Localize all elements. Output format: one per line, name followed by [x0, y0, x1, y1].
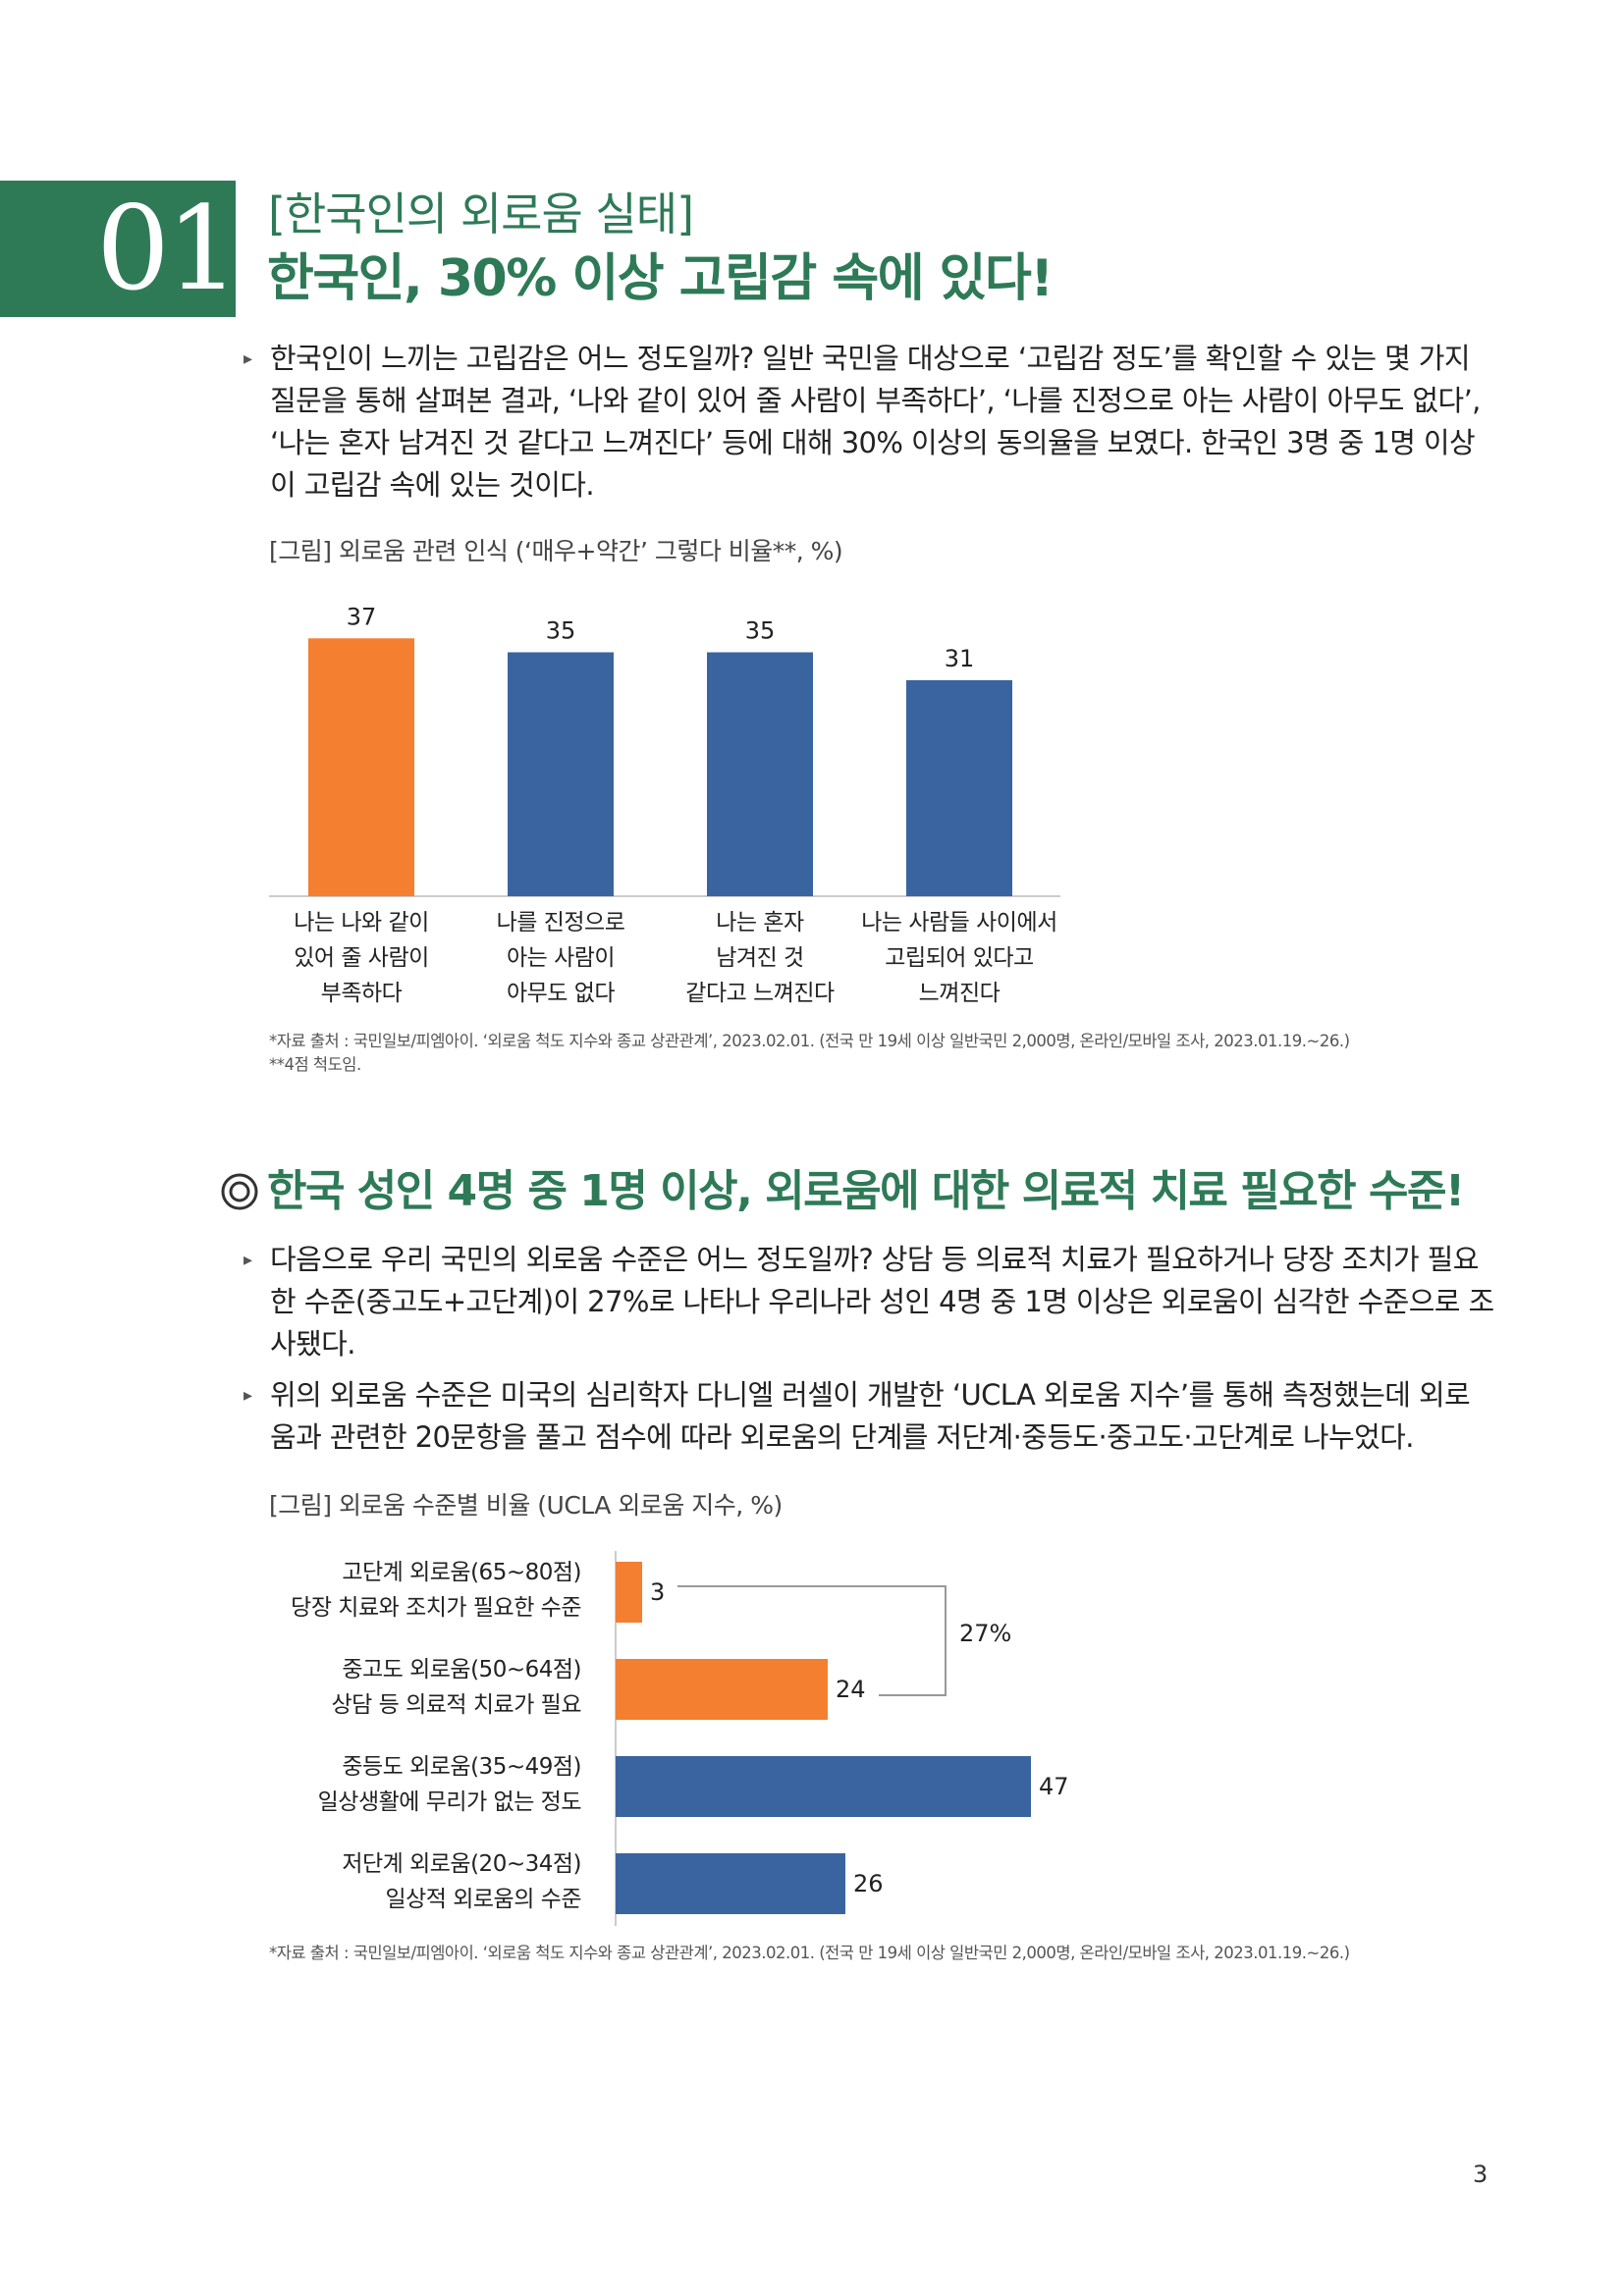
tick-label: 나를 진정으로 — [496, 910, 625, 935]
paragraph-line: 한 수준(중고도+고단계)이 27%로 나타나 우리나라 성인 4명 중 1명 … — [270, 1285, 1494, 1318]
paragraph-line: 다음으로 우리 국민의 외로움 수준은 어느 정도일까? 상담 등 의료적 치료… — [270, 1243, 1479, 1276]
tick-label: 상담 등 의료적 치료가 필요 — [331, 1692, 581, 1718]
tick-label: 남겨진 것 — [716, 945, 804, 971]
section-number-block — [0, 181, 236, 317]
tick-label: 당장 치료와 조치가 필요한 수준 — [291, 1595, 581, 1621]
tick-label: 일상적 외로움의 수준 — [385, 1887, 581, 1912]
double-circle-icon — [218, 1168, 261, 1211]
figure1-source: *자료 출처 : 국민일보/피엠아이. ‘외로움 척도 지수와 종교 상관관계’… — [269, 1032, 1350, 1050]
figure1-note: **4점 척도임. — [269, 1055, 361, 1074]
bar — [616, 1853, 845, 1914]
section2-paragraph-2: ▸ 위의 외로움 수준은 미국의 심리학자 다니엘 러셀이 개발한 ‘UCLA … — [236, 1374, 1483, 1463]
tick-label: 고립되어 있다고 — [885, 945, 1034, 971]
bracket-label: 27% — [959, 1620, 1011, 1647]
tick-label: 저단계 외로움(20~34점) — [342, 1851, 581, 1877]
page-number: 3 — [1473, 2161, 1488, 2188]
tick-label: 있어 줄 사람이 — [294, 945, 429, 971]
section2-title: 한국 성인 4명 중 1명 이상, 외로움에 대한 의료적 치료 필요한 수준! — [267, 1166, 1465, 1216]
data-label: 37 — [347, 603, 377, 630]
tick-label: 느껴진다 — [918, 981, 1001, 1006]
figure2-source: *자료 출처 : 국민일보/피엠아이. ‘외로움 척도 지수와 종교 상관관계’… — [269, 1944, 1350, 1962]
intro-line: 이 고립감 속에 있는 것이다. — [270, 468, 595, 502]
data-label: 47 — [1039, 1773, 1069, 1800]
intro-line: ‘나는 혼자 남겨진 것 같다고 느껴진다’ 등에 대해 30% 이상의 동의율… — [270, 426, 1476, 459]
category-label: 저단계 외로움(20~34점) 일상적 외로움의 수준 — [236, 1846, 581, 1917]
tick-label: 부족하다 — [320, 981, 403, 1006]
paragraph-line: 사됐다. — [270, 1327, 355, 1361]
bar — [508, 652, 614, 896]
category-label: 중고도 외로움(50~64점) 상담 등 의료적 치료가 필요 — [236, 1652, 581, 1723]
tick-label: 아무도 없다 — [506, 981, 616, 1006]
tick-label: 나는 나와 같이 — [294, 910, 429, 935]
bar — [906, 679, 1012, 896]
figure2-title: [그림] 외로움 수준별 비율 (UCLA 외로움 지수, %) — [269, 1491, 783, 1520]
tick-label: 같다고 느껴진다 — [685, 981, 835, 1006]
page-title: 한국인, 30% 이상 고립감 속에 있다! — [267, 249, 1054, 308]
figure1-title: [그림] 외로움 관련 인식 (‘매우+약간’ 그렇다 비율**, %) — [269, 537, 843, 565]
bar — [707, 652, 813, 896]
triangle-right-icon: ▸ — [243, 348, 252, 369]
category-label: 고단계 외로움(65~80점) 당장 치료와 조치가 필요한 수준 — [236, 1555, 581, 1626]
paragraph-line: 움과 관련한 20문항을 풀고 점수에 따라 외로움의 단계를 저단계·중등도·… — [270, 1420, 1414, 1454]
section-number: 01 — [96, 181, 240, 316]
tick-label: 고단계 외로움(65~80점) — [342, 1560, 581, 1585]
tick-label: 나는 사람들 사이에서 — [861, 910, 1057, 935]
data-label: 31 — [945, 645, 975, 672]
bar — [616, 1756, 1031, 1817]
tick-label: 중등도 외로움(35~49점) — [342, 1754, 581, 1780]
tick-label: 아는 사람이 — [506, 945, 616, 971]
tick-label: 일상생활에 무리가 없는 정도 — [317, 1789, 582, 1815]
triangle-right-icon: ▸ — [243, 1250, 252, 1270]
bracket-line — [677, 1585, 947, 1696]
triangle-right-icon: ▸ — [243, 1385, 252, 1406]
data-label: 35 — [546, 617, 576, 645]
tick-label: 중고도 외로움(50~64점) — [342, 1657, 581, 1682]
bar — [616, 1659, 828, 1720]
bar — [616, 1562, 642, 1623]
paragraph-line: 위의 외로움 수준은 미국의 심리학자 다니엘 러셀이 개발한 ‘UCLA 외로… — [270, 1378, 1471, 1412]
data-label: 35 — [745, 617, 776, 645]
section-subtitle: [한국인의 외로움 실태] — [268, 187, 694, 240]
intro-line: 한국인이 느끼는 고립감은 어느 정도일까? 일반 국민을 대상으로 ‘고립감 … — [270, 342, 1471, 375]
data-label: 24 — [836, 1676, 866, 1703]
figure2-chart: 3 24 47 26 27% — [615, 1551, 1069, 1926]
intro-line: 질문을 통해 살펴본 결과, ‘나와 같이 있어 줄 사람이 부족하다’, ‘나… — [270, 384, 1481, 417]
bar — [308, 638, 414, 896]
intro-paragraph: ▸ 한국인이 느끼는 고립감은 어느 정도일까? 일반 국민을 대상으로 ‘고립… — [236, 338, 1483, 514]
data-label: 3 — [650, 1578, 665, 1606]
data-label: 26 — [853, 1870, 884, 1897]
section2-paragraph-1: ▸ 다음으로 우리 국민의 외로움 수준은 어느 정도일까? 상담 등 의료적 … — [236, 1239, 1494, 1371]
category-label: 중등도 외로움(35~49점) 일상생활에 무리가 없는 정도 — [236, 1749, 582, 1820]
tick-label: 나는 혼자 — [716, 910, 804, 935]
figure1-chart: 37 35 35 31 — [269, 603, 1060, 897]
